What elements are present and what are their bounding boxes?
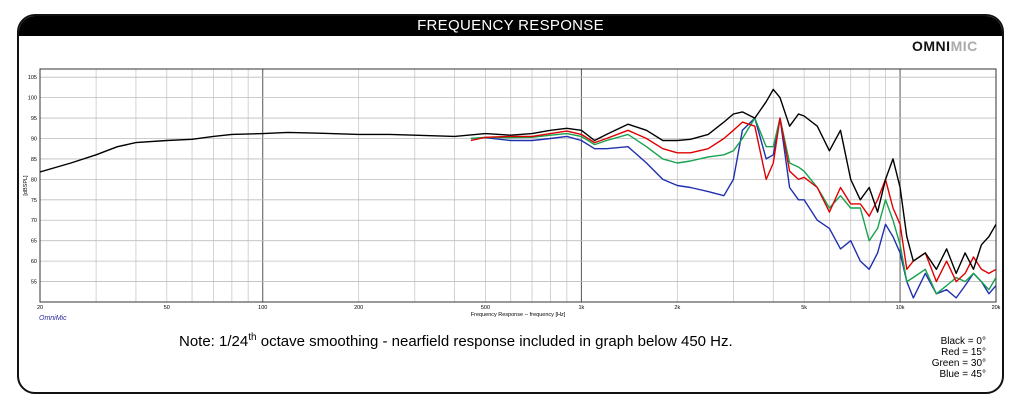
- legend-entry-green: Green = 30°: [931, 358, 986, 369]
- legend-entry-blue: Blue = 45°: [939, 369, 986, 380]
- y-tick-label: 65: [31, 239, 37, 245]
- frequency-response-plot: 55 60 65 70 75 80 85 90 95 100 105 20 50 100 200 500 1k 2…: [23, 68, 1001, 318]
- note-text-after: octave smoothing - nearfield response in…: [256, 333, 733, 350]
- series-line-1: [470, 117, 996, 283]
- smoothing-note: Note: 1/24th octave smoothing - nearfiel…: [179, 332, 733, 350]
- y-tick-label: 75: [31, 198, 37, 204]
- y-tick-label: 55: [31, 280, 37, 286]
- note-text-before: Note: 1/24: [179, 333, 249, 350]
- app-tag: OmniMic: [39, 315, 67, 322]
- chart-frame: FREQUENCY RESPONSE OMNIMIC 55 60 65 70 75 80 8…: [17, 14, 1004, 394]
- brand-logo-part2: MIC: [950, 38, 978, 54]
- y-axis-label: [dBSPL]: [23, 175, 29, 196]
- y-tick-label: 95: [31, 116, 37, 122]
- x-tick-label: 200: [354, 305, 363, 311]
- legend: Black = 0° Red = 15° Green = 30° Blue = …: [919, 336, 986, 380]
- legend-entry-red: Red = 15°: [941, 347, 986, 358]
- x-tick-label: 5k: [801, 305, 807, 311]
- y-tick-label: 105: [28, 75, 37, 81]
- x-tick-label: 500: [481, 305, 490, 311]
- y-tick-label: 60: [31, 259, 37, 265]
- series-line-2: [470, 117, 996, 295]
- series-line-0: [40, 88, 996, 275]
- brand-logo-part1: OMNI: [912, 38, 951, 54]
- brand-logo: OMNIMIC: [912, 38, 978, 54]
- x-tick-label: 10k: [896, 305, 905, 311]
- x-tick-label: 2k: [674, 305, 680, 311]
- note-superscript: th: [248, 332, 257, 343]
- series-line-3: [470, 117, 996, 299]
- x-tick-label: 1k: [578, 305, 584, 311]
- x-tick-label: 20k: [992, 305, 1001, 311]
- legend-entry-black: Black = 0°: [940, 336, 986, 347]
- x-axis-label: Frequency Response -- frequency [Hz]: [471, 312, 566, 318]
- x-tick-label: 20: [37, 305, 43, 311]
- chart-title: FREQUENCY RESPONSE: [19, 16, 1002, 36]
- y-tick-label: 80: [31, 177, 37, 183]
- plot-border: [39, 68, 997, 303]
- y-tick-label: 90: [31, 136, 37, 142]
- x-tick-label: 50: [164, 305, 170, 311]
- y-tick-label: 70: [31, 218, 37, 224]
- x-tick-label: 100: [258, 305, 267, 311]
- y-tick-label: 100: [28, 96, 37, 102]
- y-tick-label: 85: [31, 157, 37, 163]
